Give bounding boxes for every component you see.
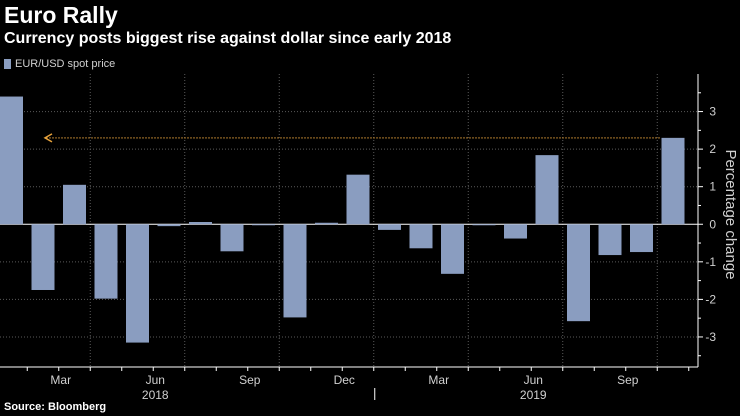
bar bbox=[598, 224, 622, 256]
bar bbox=[409, 224, 433, 249]
bar bbox=[189, 222, 212, 225]
y-tick-label: 3 bbox=[709, 105, 716, 119]
y-tick-label: 2 bbox=[709, 142, 716, 156]
x-tick-label: Dec bbox=[334, 373, 355, 387]
x-tick-label: Mar bbox=[428, 373, 449, 387]
y-tick-label: 1 bbox=[709, 180, 716, 194]
bar bbox=[472, 224, 496, 226]
bar bbox=[283, 224, 307, 318]
y-tick-label: 0 bbox=[709, 217, 716, 231]
source-note: Source: Bloomberg bbox=[4, 401, 107, 413]
bar bbox=[252, 224, 275, 226]
bar bbox=[661, 137, 685, 225]
y-tick-label: -2 bbox=[705, 292, 716, 306]
arrow-head bbox=[43, 133, 53, 143]
legend-swatch bbox=[4, 59, 11, 69]
x-tick-label: Jun bbox=[146, 373, 165, 387]
bar bbox=[535, 155, 559, 225]
bar bbox=[94, 224, 118, 299]
x-tick-label: Jun bbox=[524, 373, 543, 387]
bar bbox=[126, 224, 149, 343]
chart-subtitle: Currency posts biggest rise against doll… bbox=[4, 30, 452, 47]
bar bbox=[0, 96, 23, 225]
y-tick-label: -1 bbox=[705, 255, 716, 269]
bar bbox=[630, 224, 653, 253]
bar bbox=[504, 224, 527, 239]
chart-title: Euro Rally bbox=[4, 2, 118, 28]
bar bbox=[441, 224, 464, 274]
x-tick-label: Mar bbox=[50, 373, 71, 387]
bar bbox=[63, 184, 86, 225]
y-axis-title: Percentage change bbox=[722, 149, 739, 279]
bar bbox=[378, 224, 401, 230]
year-label: 2019 bbox=[520, 388, 547, 402]
x-tick-label: Sep bbox=[617, 373, 639, 387]
bar bbox=[567, 224, 590, 322]
bar bbox=[157, 224, 181, 227]
bar bbox=[220, 224, 244, 252]
x-tick-label: Sep bbox=[239, 373, 261, 387]
year-label: 2018 bbox=[142, 388, 169, 402]
bar bbox=[31, 224, 55, 290]
bar bbox=[346, 174, 370, 225]
legend-label: EUR/USD spot price bbox=[15, 58, 116, 70]
legend: EUR/USD spot price bbox=[4, 58, 115, 70]
bar bbox=[315, 222, 338, 225]
y-tick-label: -3 bbox=[705, 330, 716, 344]
